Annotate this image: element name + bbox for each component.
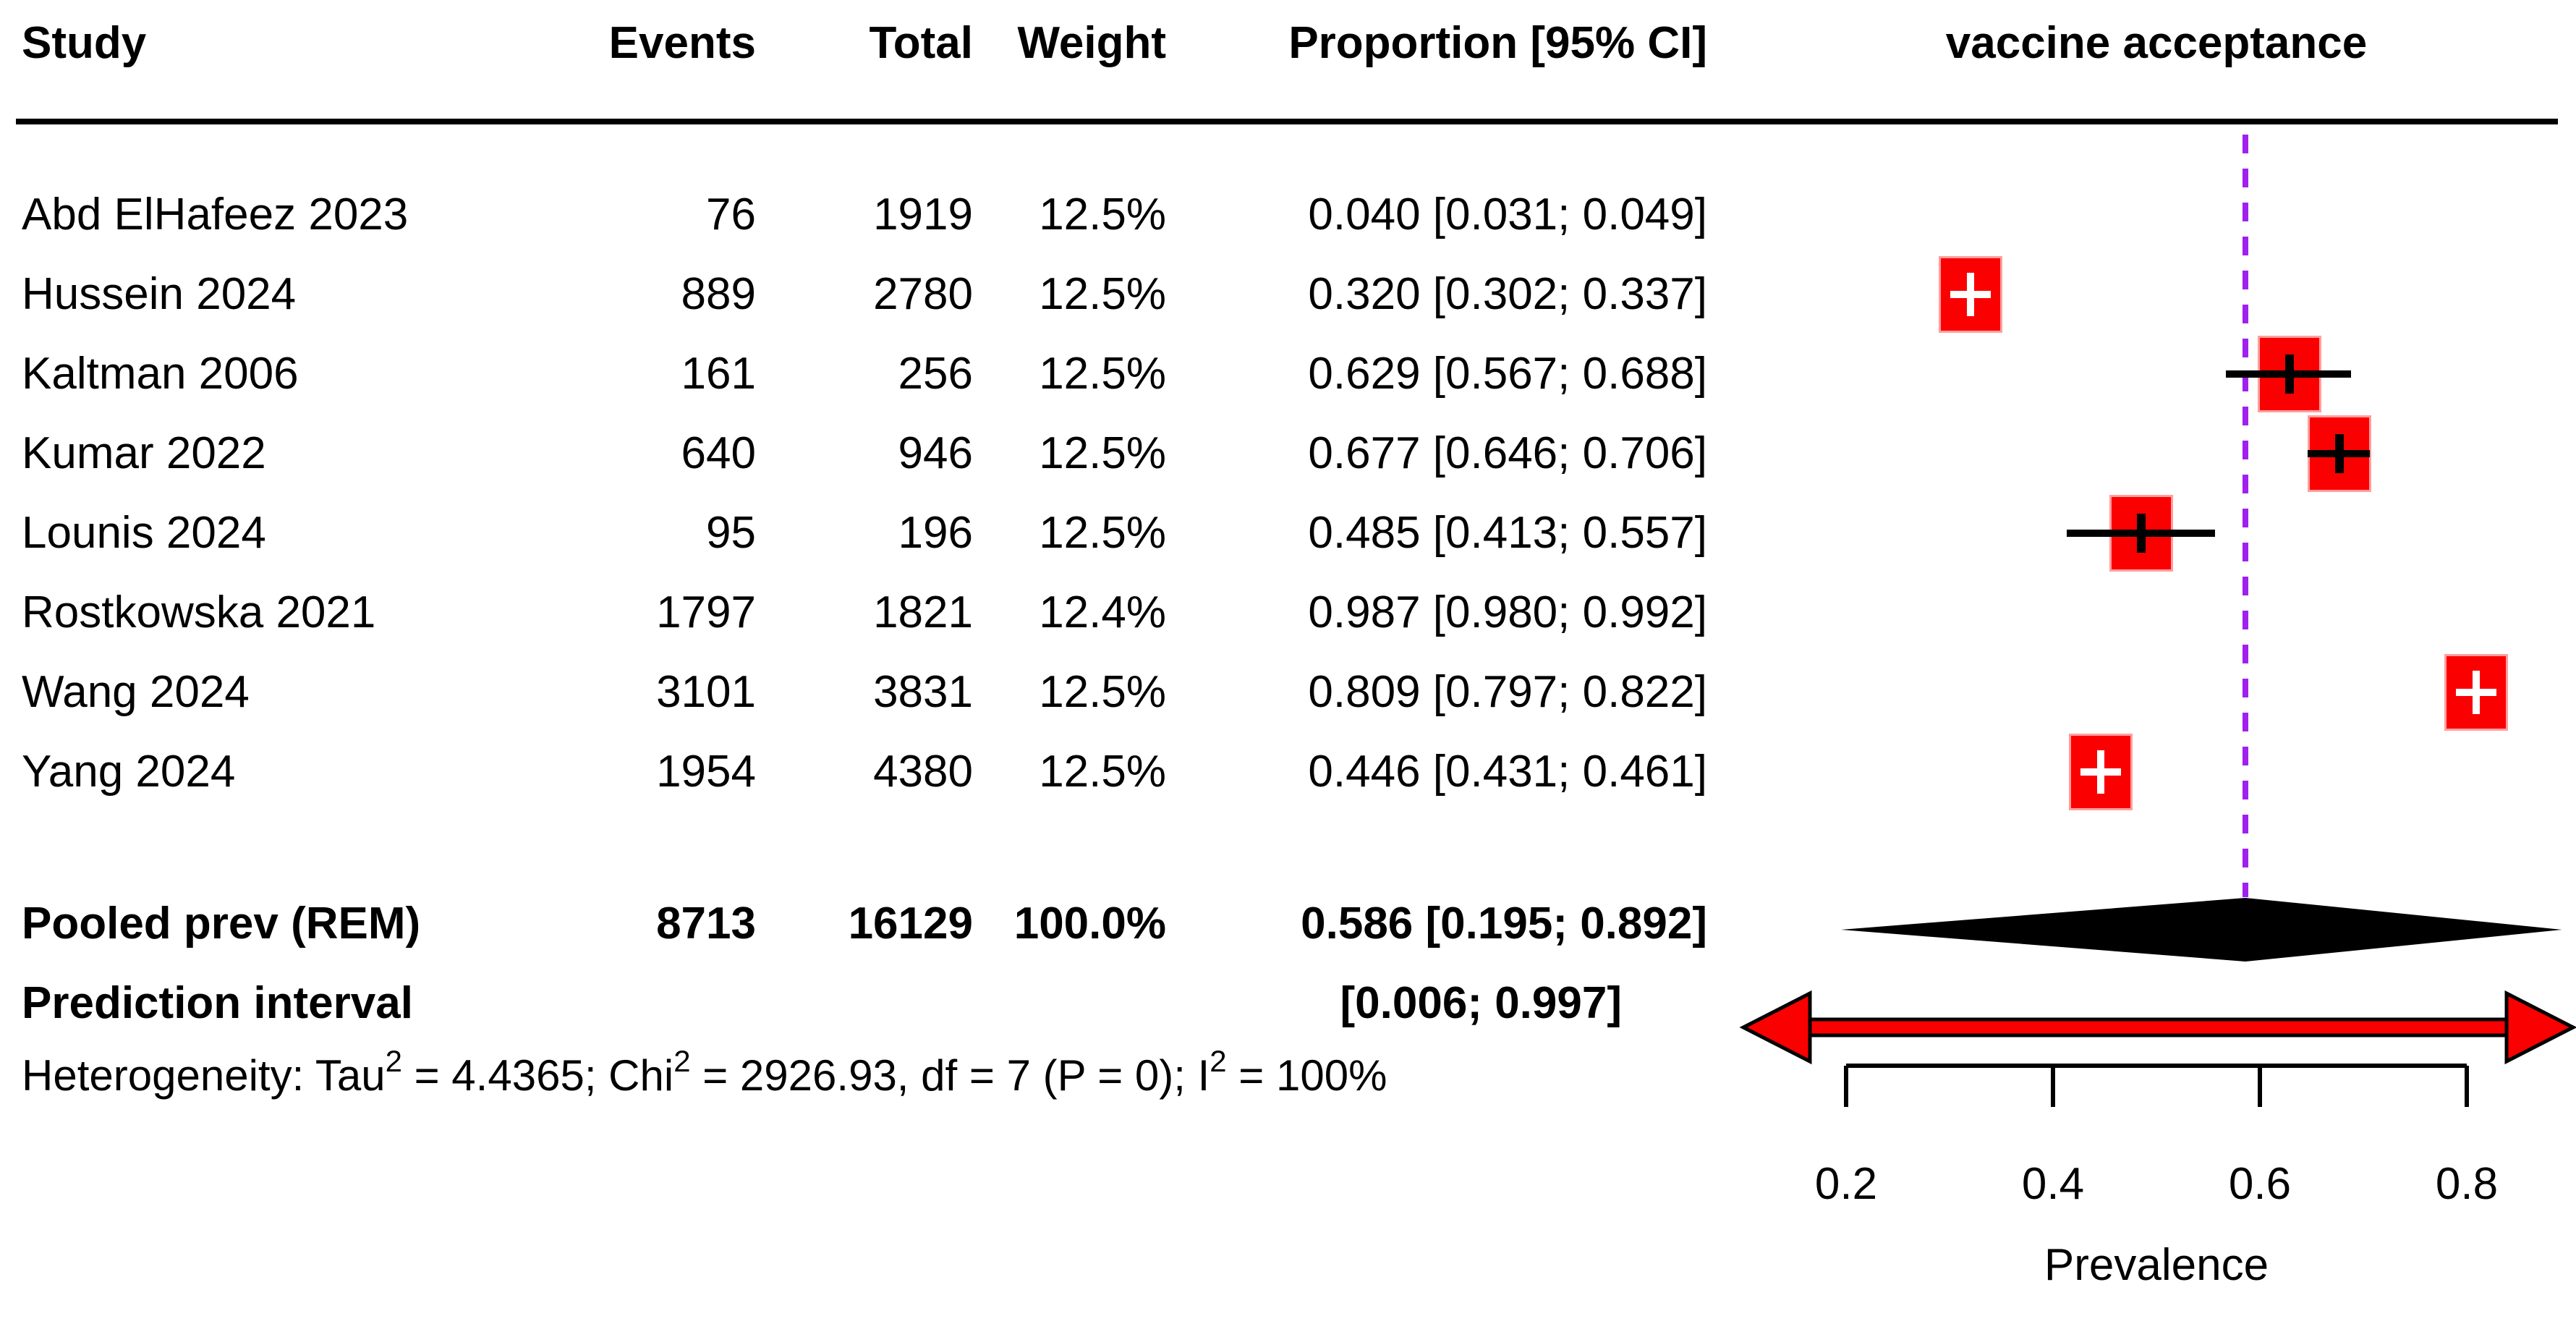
pooled-weight: 100.0% xyxy=(1013,899,1166,949)
header-study: Study xyxy=(22,18,147,68)
header-total: Total xyxy=(869,18,974,68)
study-row: Rostkowska 2021 1797 1821 12.4% 0.987 [0.980… xyxy=(0,577,2576,649)
study-weight: 12.4% xyxy=(1039,587,1166,637)
study-total: 1821 xyxy=(873,587,973,637)
prediction-row: Prediction interval [0.006; 0.997] xyxy=(0,967,2576,1040)
study-row: Hussein 2024 889 2780 12.5% 0.320 [0.302; 0.… xyxy=(0,258,2576,331)
study-total: 946 xyxy=(898,428,973,478)
study-events: 1954 xyxy=(656,747,756,797)
study-weight: 12.5% xyxy=(1039,269,1166,319)
study-total: 3831 xyxy=(873,667,973,717)
study-name: Abd ElHafeez 2023 xyxy=(22,190,409,239)
pooled-total: 16129 xyxy=(848,899,973,949)
study-ci-text: 0.629 [0.567; 0.688] xyxy=(1308,349,1707,399)
header-events: Events xyxy=(608,18,756,68)
study-events: 76 xyxy=(706,190,756,239)
x-tick-label: 0.4 xyxy=(2021,1159,2085,1209)
study-ci-text: 0.809 [0.797; 0.822] xyxy=(1308,667,1707,717)
study-weight: 12.5% xyxy=(1039,190,1166,239)
study-weight: 12.5% xyxy=(1039,428,1166,478)
study-row: Lounis 2024 95 196 12.5% 0.485 [0.413; 0.557… xyxy=(0,497,2576,569)
point-estimate-tick xyxy=(2335,434,2345,473)
study-name: Lounis 2024 xyxy=(22,508,266,558)
header-row: Study Events Total Weight Proportion [95… xyxy=(0,7,2576,80)
x-tick-label: 0.8 xyxy=(2435,1159,2499,1209)
point-estimate-tick xyxy=(2285,355,2295,394)
study-name: Kumar 2022 xyxy=(22,428,266,478)
study-ci-text: 0.320 [0.302; 0.337] xyxy=(1308,269,1707,319)
study-row: Wang 2024 3101 3831 12.5% 0.809 [0.797; 0.82… xyxy=(0,656,2576,729)
header-proportion: Proportion [95% CI] xyxy=(1288,18,1707,68)
study-ci-text: 0.040 [0.031; 0.049] xyxy=(1308,190,1707,239)
study-events: 161 xyxy=(681,349,756,399)
header-plot-title: vaccine acceptance xyxy=(1945,18,2368,68)
prediction-arrow-shaft xyxy=(1802,1017,2515,1037)
pooled-ci-text: 0.586 [0.195; 0.892] xyxy=(1301,899,1707,949)
prediction-arrow-left-head xyxy=(1739,990,1812,1065)
study-events: 1797 xyxy=(656,587,756,637)
study-ci-text: 0.677 [0.646; 0.706] xyxy=(1308,428,1707,478)
header-rule xyxy=(16,119,2558,124)
pooled-label: Pooled prev (REM) xyxy=(22,899,421,949)
study-events: 95 xyxy=(706,508,756,558)
x-tick-label: 0.2 xyxy=(1814,1159,1878,1209)
white-cross-vertical xyxy=(2472,671,2480,714)
study-ci-text: 0.987 [0.980; 0.992] xyxy=(1308,587,1707,637)
study-total: 1919 xyxy=(873,190,973,239)
study-weight: 12.5% xyxy=(1039,747,1166,797)
study-total: 4380 xyxy=(873,747,973,797)
study-row: Kaltman 2006 161 256 12.5% 0.629 [0.567; 0.6… xyxy=(0,338,2576,410)
study-weight: 12.5% xyxy=(1039,349,1166,399)
heterogeneity-row: Heterogeneity: Tau2 = 4.4365; Chi2 = 292… xyxy=(0,1040,2576,1112)
pooled-row: Pooled prev (REM) 8713 16129 100.0% 0.58… xyxy=(0,888,2576,960)
heterogeneity-text: Heterogeneity: Tau2 = 4.4365; Chi2 = 292… xyxy=(22,1044,1387,1100)
study-name: Yang 2024 xyxy=(22,747,236,797)
study-total: 256 xyxy=(898,349,973,399)
study-weight: 12.5% xyxy=(1039,508,1166,558)
pooled-diamond xyxy=(1840,898,2562,962)
study-events: 889 xyxy=(681,269,756,319)
header-weight: Weight xyxy=(1017,18,1167,68)
study-name: Rostkowska 2021 xyxy=(22,587,376,637)
study-events: 3101 xyxy=(656,667,756,717)
white-cross-vertical xyxy=(2096,750,2104,794)
study-total: 196 xyxy=(898,508,973,558)
point-estimate-tick xyxy=(2136,514,2146,553)
pooled-events: 8713 xyxy=(656,899,756,949)
white-cross-vertical xyxy=(1966,273,1974,316)
x-axis-title: Prevalence xyxy=(2044,1240,2269,1290)
x-tick-label: 0.6 xyxy=(2228,1159,2292,1209)
study-row: Abd ElHafeez 2023 76 1919 12.5% 0.040 [0.031… xyxy=(0,179,2576,251)
study-row: Yang 2024 1954 4380 12.5% 0.446 [0.431; 0.46… xyxy=(0,736,2576,808)
study-events: 640 xyxy=(681,428,756,478)
study-ci-text: 0.485 [0.413; 0.557] xyxy=(1308,508,1707,558)
prediction-label: Prediction interval xyxy=(22,978,413,1028)
study-ci-text: 0.446 [0.431; 0.461] xyxy=(1308,747,1707,797)
study-total: 2780 xyxy=(873,269,973,319)
prediction-arrow-right-head xyxy=(2504,990,2576,1065)
study-weight: 12.5% xyxy=(1039,667,1166,717)
study-name: Kaltman 2006 xyxy=(22,349,299,399)
study-row: Kumar 2022 640 946 12.5% 0.677 [0.646; 0.706… xyxy=(0,417,2576,490)
prediction-ci-text: [0.006; 0.997] xyxy=(1340,978,1622,1028)
study-name: Wang 2024 xyxy=(22,667,250,717)
study-name: Hussein 2024 xyxy=(22,269,297,319)
